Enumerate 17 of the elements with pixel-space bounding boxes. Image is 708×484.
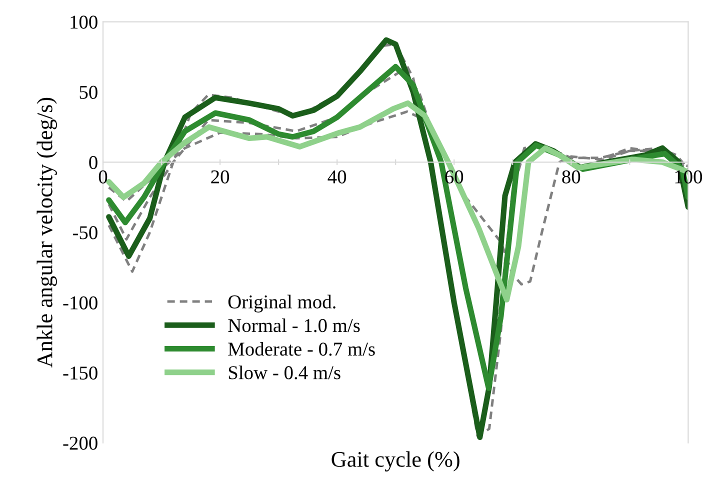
legend-label: Moderate - 0.7 m/s — [228, 342, 375, 356]
x-axis-title: Gait cycle (%) — [332, 451, 460, 472]
y-tick-label: -100 — [63, 296, 98, 310]
y-tick-label: 50 — [80, 86, 98, 99]
x-tick-label: 0 — [98, 170, 108, 184]
legend-label: Normal - 1.0 m/s — [228, 318, 360, 332]
x-tick-label: 40 — [328, 170, 346, 184]
legend-label: Original mod. — [228, 294, 336, 312]
y-tick-label: 0 — [89, 156, 98, 170]
x-tick-label: 20 — [211, 170, 230, 184]
y-tick-label: -150 — [63, 366, 98, 380]
y-tick-label: -200 — [63, 436, 98, 450]
y-tick-label: -50 — [72, 226, 98, 240]
x-tick-label: 80 — [562, 170, 580, 184]
legend-label: Slow - 0.4 m/s — [228, 366, 340, 380]
y-axis-title: Ankle angular velocity (deg/s) — [36, 98, 57, 368]
y-tick-label: 100 — [70, 16, 98, 29]
